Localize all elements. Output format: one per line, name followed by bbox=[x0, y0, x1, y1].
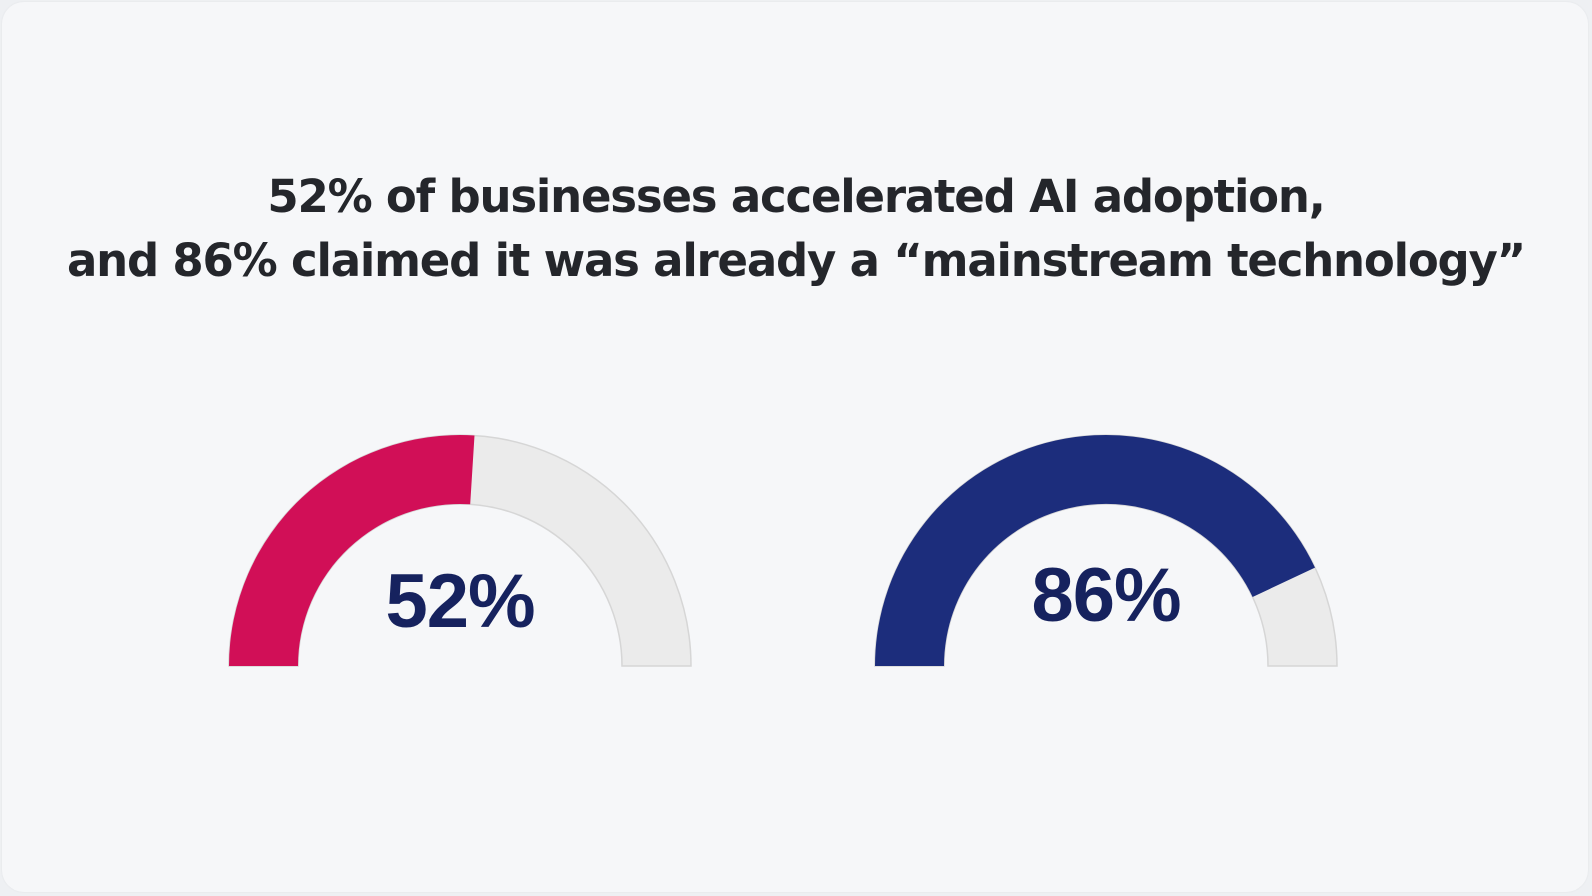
gauge-chart bbox=[874, 434, 1338, 667]
gauge-chart bbox=[228, 434, 692, 667]
page-title: 52% of businesses accelerated AI adoptio… bbox=[0, 165, 1592, 293]
gauge-value-label: 52% bbox=[385, 559, 535, 644]
gauge-value-label: 86% bbox=[1031, 553, 1181, 638]
gauge-mainstream-technology: 86% bbox=[866, 420, 1346, 680]
gauge-fill bbox=[229, 435, 475, 666]
title-line-2: and 86% claimed it was already a “mainst… bbox=[66, 234, 1526, 287]
title-line-1: 52% of businesses accelerated AI adoptio… bbox=[267, 170, 1325, 223]
gauge-ai-adoption: 52% bbox=[220, 420, 700, 680]
gauge-fill bbox=[875, 434, 1315, 666]
